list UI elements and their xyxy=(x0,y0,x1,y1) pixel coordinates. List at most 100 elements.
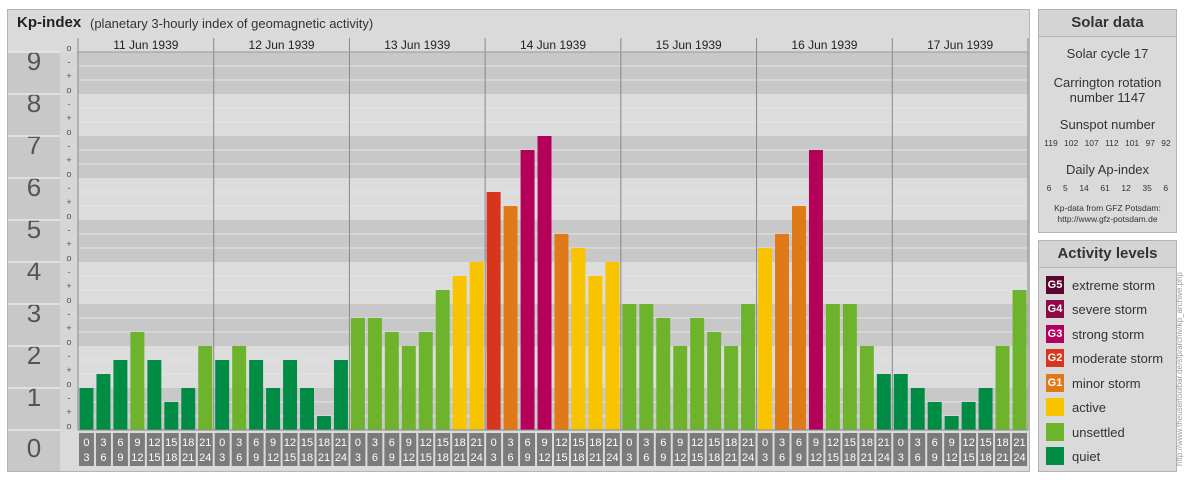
hour-label-start: 9 xyxy=(406,437,412,449)
hour-label-start: 12 xyxy=(420,437,432,449)
hour-label-box xyxy=(469,433,485,466)
minor-tick-label: + xyxy=(66,281,71,291)
sunspot-value: 92 xyxy=(1161,138,1171,148)
hour-label-end: 18 xyxy=(979,452,991,464)
kp-bar xyxy=(469,262,484,430)
hour-label-start: 6 xyxy=(389,437,395,449)
kp-bar xyxy=(384,332,399,430)
sunspot-value: 101 xyxy=(1124,138,1140,148)
hour-label-box xyxy=(774,433,790,466)
hour-label-end: 24 xyxy=(742,452,754,464)
hour-label-box xyxy=(740,433,756,466)
hour-label-box xyxy=(163,433,179,466)
level-swatch: G4 xyxy=(1046,300,1064,318)
hour-label-start: 9 xyxy=(541,437,547,449)
hour-label-box xyxy=(570,433,586,466)
minor-tick-label: + xyxy=(66,71,71,81)
hour-label-start: 0 xyxy=(355,437,361,449)
hour-label-end: 6 xyxy=(372,452,378,464)
hour-label-start: 18 xyxy=(454,437,466,449)
hour-label-end: 12 xyxy=(946,452,958,464)
hour-label-box xyxy=(757,433,773,466)
hour-label-end: 3 xyxy=(491,452,497,464)
kp-bar xyxy=(232,346,247,430)
hour-label-start: 9 xyxy=(270,437,276,449)
hour-label-end: 18 xyxy=(301,452,313,464)
ap-value: 14 xyxy=(1079,183,1089,193)
minor-tick-label: o xyxy=(66,211,71,221)
kp-bar xyxy=(317,416,331,430)
hour-label-box xyxy=(146,433,162,466)
minor-tick-label: o xyxy=(66,253,71,263)
hour-label-end: 12 xyxy=(538,452,550,464)
level-swatch xyxy=(1046,447,1064,465)
hour-label-start: 15 xyxy=(437,437,449,449)
ap-value: 61 xyxy=(1100,183,1110,193)
hour-label-end: 6 xyxy=(779,452,785,464)
hour-label-end: 12 xyxy=(674,452,686,464)
kp-bar xyxy=(401,346,416,430)
hour-label-box xyxy=(876,433,892,466)
minor-tick-label: o xyxy=(66,337,71,347)
level-severe-storm: G4 severe storm xyxy=(1046,299,1147,319)
hour-label-start: 12 xyxy=(691,437,703,449)
carrington-line-2: number 1147 xyxy=(1069,90,1146,105)
hour-label-end: 6 xyxy=(915,452,921,464)
minor-tick-label: - xyxy=(68,351,71,361)
hour-label-start: 15 xyxy=(708,437,720,449)
hour-label-box xyxy=(927,433,943,466)
kp-bar xyxy=(893,374,908,430)
hour-label-start: 3 xyxy=(508,437,514,449)
activity-levels-panel: Activity levels G5 extreme storm G4 seve… xyxy=(1038,240,1177,472)
hour-label-start: 15 xyxy=(572,437,584,449)
hour-label-end: 21 xyxy=(318,452,330,464)
level-strong-storm: G3 strong storm xyxy=(1046,324,1144,344)
kp-bar xyxy=(690,317,705,430)
kp-bar xyxy=(164,401,179,430)
kp-bar xyxy=(537,136,552,430)
date-label: 14 Jun 1939 xyxy=(520,38,586,52)
hour-label-box xyxy=(197,433,213,466)
kp-bar xyxy=(554,233,569,430)
hour-label-end: 9 xyxy=(932,452,938,464)
kp-chart: 11 Jun 1939 12 Jun 1939 13 Jun 1939 14 Jun … xyxy=(8,38,1029,471)
chart-title: Kp-index xyxy=(17,14,82,31)
level-label: moderate storm xyxy=(1072,350,1164,366)
minor-tick-column xyxy=(60,52,78,430)
hour-label-end: 3 xyxy=(355,452,361,464)
band-kp-4 xyxy=(78,220,1028,262)
level-label: active xyxy=(1072,399,1106,415)
hour-label-end: 12 xyxy=(267,452,279,464)
level-moderate-storm: G2 moderate storm xyxy=(1046,348,1163,368)
kp-bar xyxy=(808,149,823,430)
hour-label-box xyxy=(842,433,858,466)
activity-levels-title: Activity levels xyxy=(1039,241,1176,268)
hour-label-end: 21 xyxy=(996,452,1008,464)
hour-label-end: 15 xyxy=(827,452,839,464)
kp-bar xyxy=(622,304,637,430)
hour-label-end: 18 xyxy=(437,452,449,464)
kp-bar xyxy=(520,149,535,430)
hour-label-box xyxy=(944,433,960,466)
minor-tick-label: - xyxy=(68,99,71,109)
hour-label-end: 9 xyxy=(253,452,259,464)
hour-label-end: 24 xyxy=(878,452,890,464)
y-tick-label: 6 xyxy=(27,172,41,202)
date-label: 11 Jun 1939 xyxy=(113,38,178,52)
hour-label-start: 21 xyxy=(471,437,483,449)
hour-label-box xyxy=(231,433,247,466)
hour-label-box xyxy=(638,433,654,466)
level-label: quiet xyxy=(1072,448,1101,464)
sunspot-value: 107 xyxy=(1084,138,1099,148)
hour-label-start: 3 xyxy=(915,437,921,449)
level-label: extreme storm xyxy=(1072,277,1156,293)
band-kp-2 xyxy=(78,304,1028,346)
hour-label-box xyxy=(655,433,671,466)
credit-link[interactable]: http://www.gfz-potsdam.de xyxy=(1057,214,1158,224)
kp-bar xyxy=(249,359,264,430)
hour-label-end: 3 xyxy=(626,452,632,464)
hour-label-start: 6 xyxy=(932,437,938,449)
kp-bar xyxy=(978,388,993,430)
kp-bar xyxy=(656,317,671,430)
minor-tick-label: o xyxy=(66,379,71,389)
